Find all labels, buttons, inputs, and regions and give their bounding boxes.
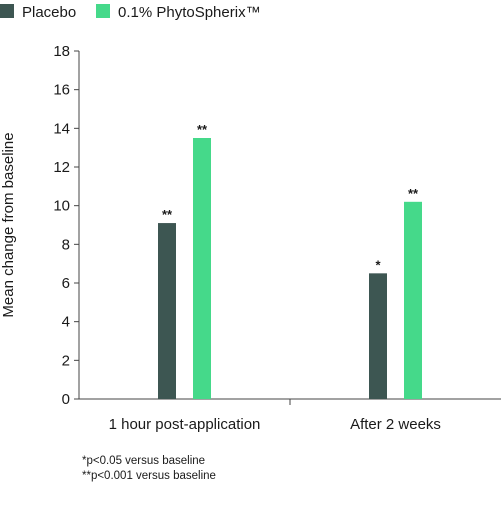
legend-label: Placebo <box>22 4 76 21</box>
y-tick-label: 8 <box>62 236 70 253</box>
y-tick-label: 10 <box>53 198 70 215</box>
footnote-1: *p<0.05 versus baseline <box>82 455 206 467</box>
significance-label: ** <box>408 186 419 201</box>
significance-label: ** <box>197 122 208 137</box>
bar <box>193 138 211 399</box>
y-tick-label: 4 <box>62 314 70 331</box>
y-tick-label: 14 <box>53 120 70 137</box>
footnotes: *p<0.05 versus baseline **p<0.001 versus… <box>82 454 216 484</box>
y-axis-title: Mean change from baseline <box>0 132 17 317</box>
y-tick-label: 0 <box>62 391 70 408</box>
y-tick-label: 12 <box>53 159 70 176</box>
y-tick-label: 16 <box>53 82 70 99</box>
legend-swatch <box>0 4 14 18</box>
y-axis: 0 2 4 6 8 10 12 14 16 18 <box>53 43 79 408</box>
bar <box>158 223 176 399</box>
footnote-2: **p<0.001 versus baseline <box>82 470 216 482</box>
legend-swatch <box>96 4 110 18</box>
bars: ******* <box>158 122 422 399</box>
significance-label: * <box>375 257 381 272</box>
legend: Placebo 0.1% PhytoSpherix™ <box>0 4 261 21</box>
y-tick-label: 2 <box>62 352 70 369</box>
y-tick-label: 6 <box>62 275 70 292</box>
x-tick-label: After 2 weeks <box>350 416 441 433</box>
bar <box>404 201 422 399</box>
x-tick-label: 1 hour post-application <box>109 416 261 433</box>
legend-label: 0.1% PhytoSpherix™ <box>118 4 261 21</box>
x-axis: 1 hour post-application After 2 weeks <box>109 416 441 433</box>
significance-label: ** <box>162 207 173 222</box>
bar <box>369 273 387 399</box>
y-tick-label: 18 <box>53 43 70 60</box>
